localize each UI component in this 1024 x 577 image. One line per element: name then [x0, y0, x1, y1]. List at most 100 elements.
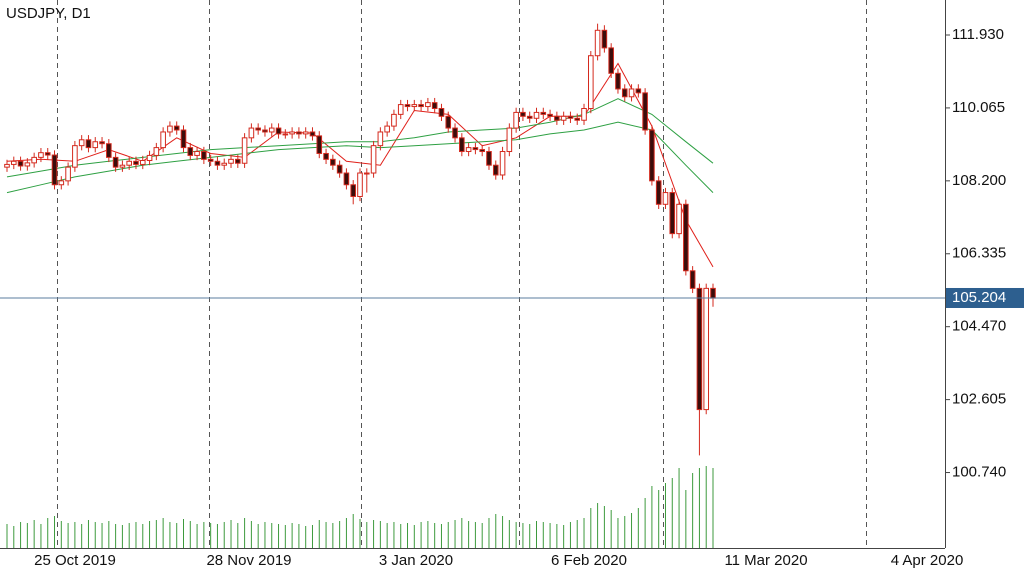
- candle-body: [10, 160, 17, 165]
- candle-body: [167, 125, 173, 133]
- candle-body: [635, 88, 642, 94]
- y-tick-label: 110.065: [952, 99, 1005, 116]
- candle-body: [411, 104, 418, 108]
- candle-body: [194, 151, 200, 156]
- candle-body: [187, 147, 194, 156]
- candle-body: [221, 162, 228, 166]
- candle-body: [588, 55, 594, 110]
- candle-body: [710, 287, 716, 299]
- candle-body: [499, 151, 506, 176]
- candle-body: [391, 113, 397, 127]
- candle-body: [296, 131, 302, 135]
- candle-body: [248, 127, 255, 139]
- candle-body: [363, 172, 370, 175]
- candle-body: [506, 127, 513, 153]
- candle-body: [397, 104, 404, 115]
- candle-body: [51, 154, 58, 186]
- candle-body: [309, 131, 316, 137]
- candle-body: [560, 115, 567, 121]
- candle-body: [153, 147, 160, 156]
- x-tick-label: 11 Mar 2020: [724, 552, 807, 569]
- candle-body: [547, 113, 553, 117]
- candle-body: [17, 160, 24, 167]
- candle-body: [201, 151, 207, 160]
- candle-body: [44, 152, 51, 156]
- candle-body: [703, 287, 710, 411]
- candle-body: [669, 192, 676, 235]
- chart-title: USDJPY, D1: [6, 5, 91, 22]
- moving-average: [6, 98, 714, 178]
- candle-body: [58, 180, 65, 186]
- candle-body: [262, 129, 268, 133]
- candle-body: [350, 184, 357, 197]
- candle-body: [486, 151, 492, 166]
- candle-body: [540, 111, 547, 115]
- candle-body: [235, 158, 241, 164]
- candle-body: [642, 92, 648, 131]
- candle-body: [106, 143, 112, 158]
- x-tick-label: 4 Apr 2020: [891, 552, 964, 569]
- x-tick-label: 25 Oct 2019: [34, 552, 116, 569]
- price-box: [946, 287, 1024, 308]
- price-label: 105.204: [952, 289, 1006, 306]
- candle-body: [683, 203, 689, 272]
- x-tick-label: 3 Jan 2020: [379, 552, 453, 569]
- moving-average: [6, 121, 714, 194]
- candle-body: [4, 163, 10, 168]
- x-tick-label: 6 Feb 2020: [551, 552, 627, 569]
- y-tick-label: 104.470: [952, 318, 1006, 335]
- candle-body: [662, 192, 669, 205]
- candle-body: [119, 164, 126, 168]
- candle-body: [31, 156, 37, 164]
- candle-body: [228, 158, 234, 164]
- candle-body: [404, 104, 411, 108]
- candle-body: [207, 158, 214, 162]
- candle-body: [574, 117, 581, 121]
- candle-body: [608, 47, 614, 74]
- candle-body: [567, 115, 574, 119]
- candle-body: [112, 156, 119, 168]
- candle-body: [615, 72, 621, 90]
- candle-body: [526, 115, 533, 119]
- candle-body: [214, 160, 221, 166]
- y-tick-label: 108.200: [952, 172, 1006, 189]
- candle-body: [343, 172, 350, 186]
- y-tick-label: 111.930: [952, 26, 1004, 43]
- candle-body: [689, 270, 696, 289]
- candle-body: [289, 131, 295, 135]
- candle-body: [85, 139, 92, 149]
- candle-body: [594, 29, 601, 57]
- candle-body: [268, 127, 275, 133]
- candle-body: [72, 145, 78, 168]
- candle-body: [628, 88, 635, 98]
- candle-body: [459, 137, 465, 153]
- candle-body: [621, 88, 628, 98]
- candle-body: [24, 162, 31, 167]
- candle-body: [275, 127, 282, 135]
- candle-body: [649, 129, 655, 182]
- separators: [57, 0, 867, 548]
- candle-body: [282, 133, 289, 136]
- candle-body: [126, 160, 132, 166]
- candle-body: [384, 125, 390, 133]
- candle-body: [78, 139, 85, 147]
- candle-body: [92, 141, 99, 149]
- candle-body: [241, 137, 248, 164]
- candle-body: [38, 152, 44, 158]
- candle-body: [479, 149, 485, 153]
- y-tick-label: 102.605: [952, 391, 1006, 408]
- candle-body: [655, 180, 662, 205]
- y-tick-label: 106.335: [952, 245, 1006, 262]
- candle-body: [452, 127, 458, 139]
- candle-body: [336, 164, 343, 174]
- x-tick-label: 28 Nov 2019: [206, 552, 291, 569]
- candle-body: [492, 164, 499, 176]
- candle-body: [316, 135, 323, 154]
- candle-body: [180, 129, 187, 149]
- candle-body: [173, 125, 180, 131]
- candle-body: [370, 145, 377, 174]
- candle-body: [357, 172, 363, 197]
- candle-body: [99, 141, 105, 145]
- y-tick-label: 100.740: [952, 464, 1006, 481]
